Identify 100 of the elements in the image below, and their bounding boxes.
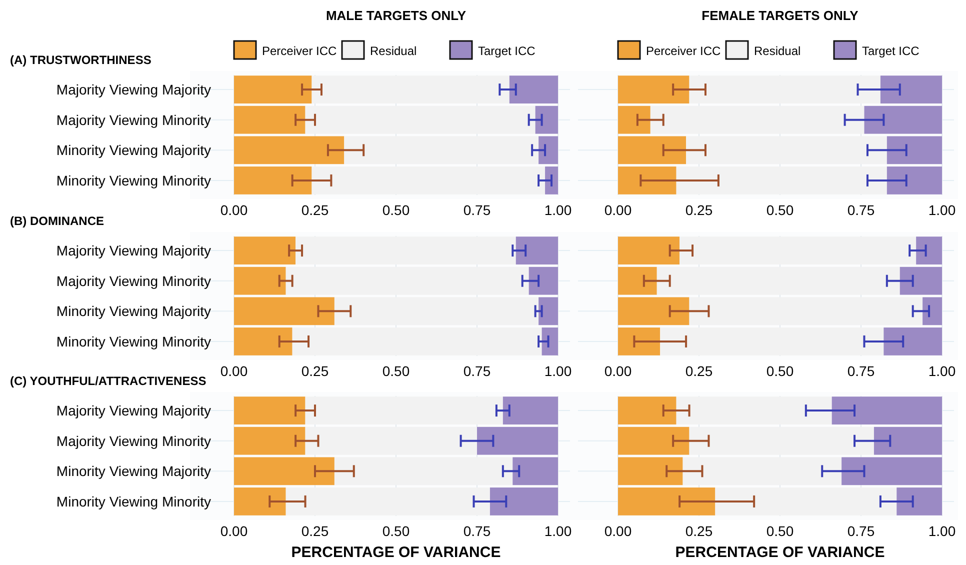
bar — [896, 488, 942, 516]
legend-label: Target ICC — [862, 44, 920, 58]
x-tick-label: 0.25 — [301, 523, 329, 539]
bar — [305, 396, 503, 424]
series-label: Residual — [754, 44, 801, 58]
y-tick-label: Majority Viewing Majority — [56, 82, 211, 98]
y-tick-label: Minority Viewing Majority — [56, 142, 211, 158]
bar — [234, 328, 292, 356]
x-tick-label: 0.75 — [847, 363, 875, 379]
bar — [344, 136, 539, 164]
bar — [234, 266, 286, 295]
y-tick-label: Minority Viewing Minority — [56, 333, 211, 350]
bar — [618, 236, 680, 264]
bar — [535, 106, 558, 134]
bar — [864, 106, 942, 134]
bar — [900, 266, 942, 295]
bar — [234, 457, 334, 486]
legend-label: Perceiver ICC — [646, 44, 722, 58]
bar — [842, 457, 942, 486]
bar — [660, 328, 884, 356]
y-tick-label: Minority Viewing Minority — [56, 493, 211, 510]
bar — [477, 426, 558, 455]
x-tick-label: 0.00 — [220, 202, 248, 218]
x-tick-label: 0.50 — [382, 523, 410, 539]
x-tick-label: 0.25 — [685, 202, 713, 218]
bar — [234, 297, 334, 326]
x-tick-label: 0.75 — [463, 202, 491, 218]
bar — [618, 457, 683, 486]
x-tick-label: 0.00 — [604, 363, 632, 379]
bar — [874, 426, 942, 455]
y-tick-label: Majority Viewing Minority — [56, 272, 211, 289]
y-tick-label: Majority Viewing Majority — [56, 242, 211, 259]
bar — [618, 488, 716, 516]
x-tick-label: 0.00 — [604, 202, 632, 218]
bar — [234, 76, 312, 104]
bar — [618, 166, 676, 194]
bar — [538, 297, 558, 326]
y-tick-label: Majority Viewing Majority — [56, 402, 211, 419]
bar — [334, 297, 539, 326]
bar — [286, 266, 529, 295]
x-tick-label: 1.00 — [544, 523, 572, 539]
bar — [234, 106, 306, 134]
x-tick-label: 0.75 — [463, 523, 491, 539]
bar — [618, 426, 690, 455]
x-tick-label: 0.75 — [847, 202, 875, 218]
text: (A) TRUSTWORTHINESS — [10, 53, 152, 67]
text: (C) YOUTHFUL/ATTRACTIVENESS — [10, 374, 206, 388]
x-tick-label: 0.50 — [766, 202, 794, 218]
bar — [680, 236, 916, 264]
y-tick-label: Minority Viewing Minority — [56, 172, 211, 188]
bar — [234, 396, 306, 424]
bar — [538, 136, 558, 164]
bar — [618, 106, 650, 134]
legend-label: Perceiver ICC — [262, 44, 338, 58]
x-tick-label: 0.00 — [220, 363, 248, 379]
bar — [884, 328, 942, 356]
bar — [334, 457, 513, 486]
bar — [512, 457, 558, 486]
bar — [234, 488, 286, 516]
bar — [312, 166, 546, 194]
text: (B) DOMINANCE — [10, 214, 104, 228]
x-axis-title: PERCENTAGE OF VARIANCE — [291, 544, 501, 561]
bar — [618, 328, 660, 356]
x-tick-label: 0.25 — [685, 363, 713, 379]
bar — [922, 297, 942, 326]
bar — [292, 328, 542, 356]
bar — [618, 396, 676, 424]
x-tick-label: 1.00 — [928, 363, 956, 379]
y-tick-label: Majority Viewing Minority — [56, 112, 211, 128]
bar — [676, 166, 887, 194]
x-tick-label: 0.25 — [301, 363, 329, 379]
bar — [656, 266, 900, 295]
bar — [650, 106, 864, 134]
bar — [676, 396, 832, 424]
x-tick-label: 0.25 — [301, 202, 329, 218]
x-tick-label: 0.50 — [766, 523, 794, 539]
bar — [234, 426, 306, 455]
bar — [509, 76, 558, 104]
x-axis-title: PERCENTAGE OF VARIANCE — [675, 544, 885, 561]
x-tick-label: 1.00 — [928, 523, 956, 539]
bar — [618, 297, 690, 326]
bar — [296, 236, 516, 264]
bar — [502, 396, 558, 424]
x-tick-label: 0.00 — [220, 523, 248, 539]
bar — [682, 457, 842, 486]
bar — [542, 328, 558, 356]
y-tick-label: Minority Viewing Majority — [56, 463, 211, 480]
bar — [305, 106, 536, 134]
bar — [528, 266, 558, 295]
chart-title: FEMALE TARGETS ONLY — [702, 8, 859, 23]
x-tick-label: 1.00 — [544, 363, 572, 379]
bar — [618, 136, 686, 164]
bar — [715, 488, 897, 516]
bar — [832, 396, 942, 424]
bar — [305, 426, 477, 455]
x-tick-label: 0.75 — [463, 363, 491, 379]
bar — [234, 166, 312, 194]
legend-label: Target ICC — [478, 44, 536, 58]
x-tick-label: 0.50 — [382, 202, 410, 218]
bar — [234, 236, 296, 264]
